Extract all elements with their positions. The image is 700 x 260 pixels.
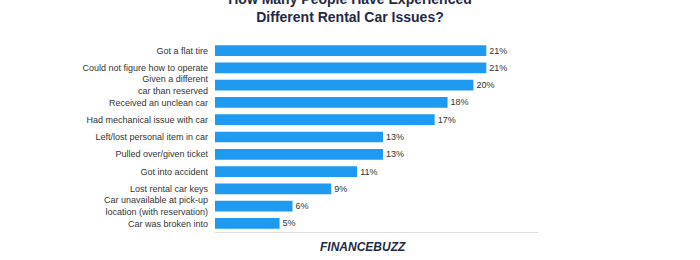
svg-text:11%: 11% bbox=[360, 167, 377, 177]
svg-text:Received an unclean car: Received an unclean car bbox=[109, 98, 208, 108]
svg-text:Got into accident: Got into accident bbox=[140, 167, 208, 177]
svg-text:FINANCEBUZZ: FINANCEBUZZ bbox=[320, 240, 406, 254]
svg-text:How Many People Have Experienc: How Many People Have ExperiencedDifferen… bbox=[228, 0, 472, 25]
svg-text:Given a differentcar than rese: Given a differentcar than reserved bbox=[138, 74, 209, 96]
svg-text:Pulled over/given ticket: Pulled over/given ticket bbox=[115, 149, 208, 159]
svg-text:9%: 9% bbox=[334, 184, 347, 194]
svg-text:13%: 13% bbox=[386, 132, 404, 142]
svg-text:Car was broken into: Car was broken into bbox=[128, 219, 208, 229]
svg-text:20%: 20% bbox=[476, 80, 494, 90]
svg-text:Left/lost personal item in car: Left/lost personal item in car bbox=[95, 132, 208, 142]
svg-text:Car unavailable at pick-uploca: Car unavailable at pick-uplocation (with… bbox=[104, 195, 208, 217]
svg-text:21%: 21% bbox=[489, 63, 507, 73]
svg-text:21%: 21% bbox=[489, 46, 507, 56]
svg-text:13%: 13% bbox=[386, 149, 404, 159]
svg-text:Could not figure how to operat: Could not figure how to operate bbox=[82, 63, 208, 73]
svg-text:Had mechanical issue with car: Had mechanical issue with car bbox=[86, 115, 208, 125]
svg-text:6%: 6% bbox=[296, 201, 309, 211]
svg-text:17%: 17% bbox=[438, 115, 456, 125]
svg-text:5%: 5% bbox=[283, 218, 296, 228]
svg-text:Lost rental car keys: Lost rental car keys bbox=[130, 184, 209, 194]
svg-text:Got a flat tire: Got a flat tire bbox=[156, 46, 208, 56]
svg-text:18%: 18% bbox=[451, 97, 469, 107]
